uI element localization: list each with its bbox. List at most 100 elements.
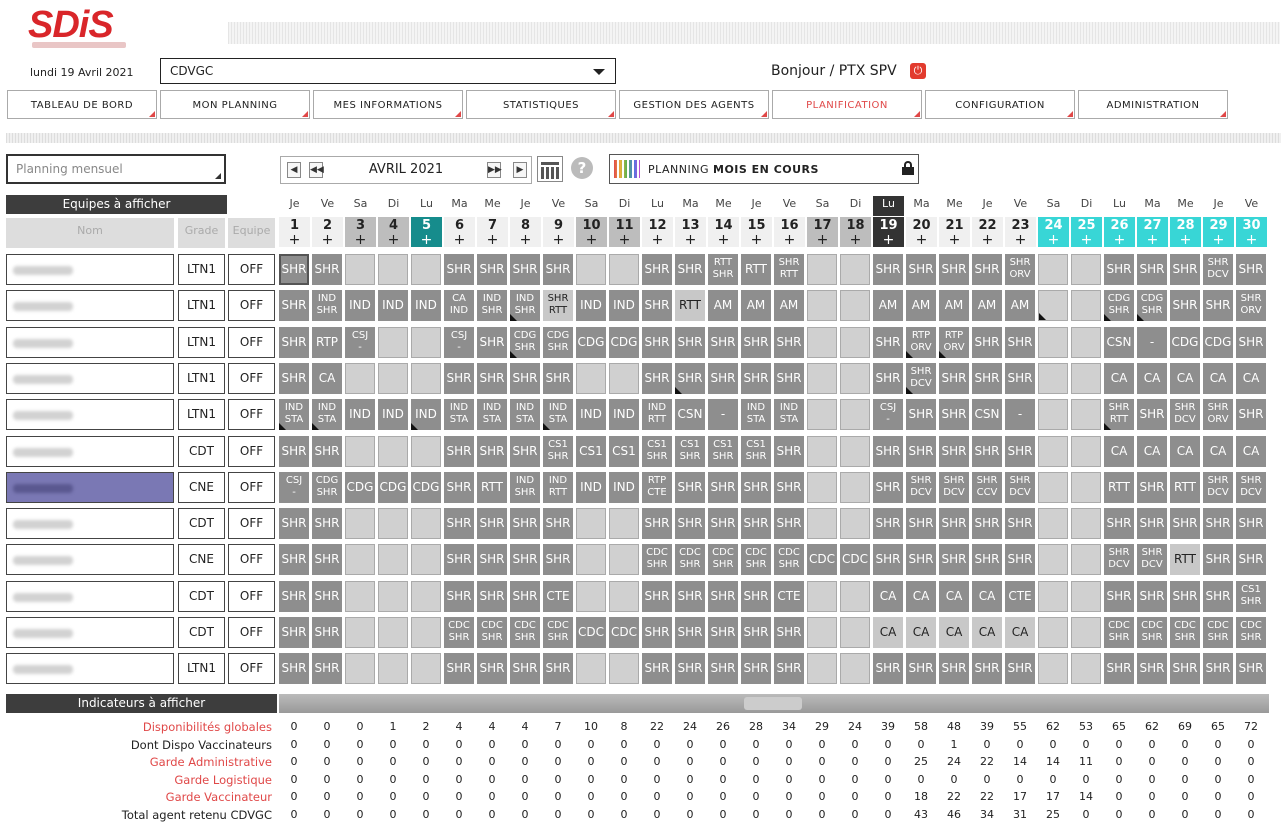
planning-cell[interactable]: CA	[873, 581, 903, 612]
planning-cell[interactable]: CDG	[609, 327, 639, 358]
prev-year-icon[interactable]: ◀◀	[309, 162, 324, 178]
planning-cell[interactable]	[1071, 544, 1101, 575]
planning-cell[interactable]: CDG	[1203, 327, 1233, 358]
planning-cell[interactable]	[807, 472, 837, 503]
day-number[interactable]: 17 +	[807, 217, 838, 248]
day-number[interactable]: 1 +	[279, 217, 310, 248]
planning-cell[interactable]: CSJ -	[279, 472, 309, 503]
planning-cell[interactable]: IND	[378, 290, 408, 321]
day-number[interactable]: 11 +	[609, 217, 640, 248]
planning-cell[interactable]	[1038, 327, 1068, 358]
planning-cell[interactable]	[411, 327, 441, 358]
planning-cell[interactable]	[378, 363, 408, 394]
day-number[interactable]: 10 +	[576, 217, 607, 248]
planning-cell[interactable]: IND RTT	[543, 472, 573, 503]
planning-cell[interactable]	[1071, 254, 1101, 285]
planning-cell[interactable]: CDC	[840, 544, 870, 575]
day-number[interactable]: 13 +	[675, 217, 706, 248]
planning-cell[interactable]	[1038, 399, 1068, 430]
next-month-icon[interactable]: ▶	[513, 162, 527, 178]
agent-name[interactable]	[6, 254, 174, 285]
planning-cell[interactable]: RTT	[675, 290, 705, 321]
planning-cell[interactable]: SHR	[477, 653, 507, 684]
planning-cell[interactable]: SHR	[477, 363, 507, 394]
planning-cell[interactable]: SHR	[312, 436, 342, 467]
planning-cell[interactable]: CA	[939, 617, 969, 648]
planning-cell[interactable]: SHR ORV	[1005, 254, 1035, 285]
add-icon[interactable]: +	[387, 232, 400, 248]
planning-cell[interactable]: CSN	[1104, 327, 1134, 358]
planning-cell[interactable]: SHR	[510, 363, 540, 394]
planning-cell[interactable]	[378, 617, 408, 648]
planning-cell[interactable]: SHR	[675, 508, 705, 539]
agent-name[interactable]	[6, 290, 174, 321]
planning-cell[interactable]: RTP ORV	[906, 327, 936, 358]
planning-cell[interactable]: SHR RTT	[774, 254, 804, 285]
add-icon[interactable]: +	[1014, 232, 1027, 248]
planning-cell[interactable]	[411, 653, 441, 684]
planning-cell[interactable]: SHR	[774, 472, 804, 503]
add-icon[interactable]: +	[1245, 232, 1258, 248]
planning-cell[interactable]: SHR	[1236, 254, 1266, 285]
planning-cell[interactable]	[807, 653, 837, 684]
add-icon[interactable]: +	[1212, 232, 1225, 248]
menu-item[interactable]: TABLEAU DE BORD	[7, 90, 157, 119]
planning-cell[interactable]: RTP ORV	[939, 327, 969, 358]
planning-cell[interactable]	[378, 544, 408, 575]
day-number[interactable]: 18 +	[840, 217, 871, 248]
planning-cell[interactable]	[1071, 472, 1101, 503]
planning-cell[interactable]: AM	[906, 290, 936, 321]
planning-cell[interactable]: CDG	[378, 472, 408, 503]
planning-cell[interactable]	[807, 581, 837, 612]
day-number[interactable]: 16 +	[774, 217, 805, 248]
planning-cell[interactable]: IND STA	[312, 399, 342, 430]
day-number[interactable]: 25 +	[1071, 217, 1102, 248]
planning-cell[interactable]: SHR DCV	[906, 472, 936, 503]
planning-cell[interactable]: IND STA	[279, 399, 309, 430]
planning-cell[interactable]: AM	[873, 290, 903, 321]
planning-cell[interactable]: SHR	[510, 544, 540, 575]
add-icon[interactable]: +	[1146, 232, 1159, 248]
planning-cell[interactable]: SHR	[1104, 254, 1134, 285]
planning-cell[interactable]: -	[1005, 399, 1035, 430]
planning-cell[interactable]: IND	[609, 290, 639, 321]
planning-cell[interactable]: SHR	[873, 472, 903, 503]
planning-cell[interactable]	[840, 290, 870, 321]
planning-cell[interactable]: SHR	[312, 544, 342, 575]
planning-cell[interactable]	[609, 544, 639, 575]
planning-cell[interactable]: IND SHR	[510, 290, 540, 321]
day-number[interactable]: 27 +	[1137, 217, 1168, 248]
planning-cell[interactable]: SHR	[279, 544, 309, 575]
planning-cell[interactable]: SHR DCV	[1203, 254, 1233, 285]
planning-cell[interactable]	[378, 436, 408, 467]
planning-cell[interactable]: SHR	[1005, 508, 1035, 539]
planning-cell[interactable]: CA	[906, 617, 936, 648]
planning-cell[interactable]: CTE	[774, 581, 804, 612]
indicators-section-header[interactable]: Indicateurs à afficher	[6, 694, 277, 713]
planning-cell[interactable]: SHR	[906, 399, 936, 430]
planning-cell[interactable]	[1071, 399, 1101, 430]
planning-cell[interactable]: SHR	[939, 653, 969, 684]
planning-cell[interactable]: SHR	[477, 327, 507, 358]
planning-cell[interactable]: SHR	[510, 436, 540, 467]
planning-cell[interactable]: SHR	[477, 544, 507, 575]
add-icon[interactable]: +	[948, 232, 961, 248]
add-icon[interactable]: +	[981, 232, 994, 248]
planning-cell[interactable]: SHR	[774, 363, 804, 394]
planning-cell[interactable]: SHR	[774, 653, 804, 684]
planning-cell[interactable]: CA	[1203, 436, 1233, 467]
planning-cell[interactable]	[1038, 653, 1068, 684]
planning-cell[interactable]: SHR	[906, 653, 936, 684]
agent-name[interactable]	[6, 363, 174, 394]
add-icon[interactable]: +	[717, 232, 730, 248]
planning-cell[interactable]: IND	[345, 290, 375, 321]
day-number[interactable]: 15 +	[741, 217, 772, 248]
planning-cell[interactable]	[411, 436, 441, 467]
indicator-label[interactable]: Dont Dispo Vaccinateurs	[130, 737, 272, 752]
planning-cell[interactable]	[807, 290, 837, 321]
planning-cell[interactable]: SHR	[906, 508, 936, 539]
planning-cell[interactable]: SHR	[1005, 327, 1035, 358]
planning-cell[interactable]: SHR	[972, 254, 1002, 285]
planning-cell[interactable]: SHR DCV	[1104, 544, 1134, 575]
planning-cell[interactable]: SHR	[906, 544, 936, 575]
